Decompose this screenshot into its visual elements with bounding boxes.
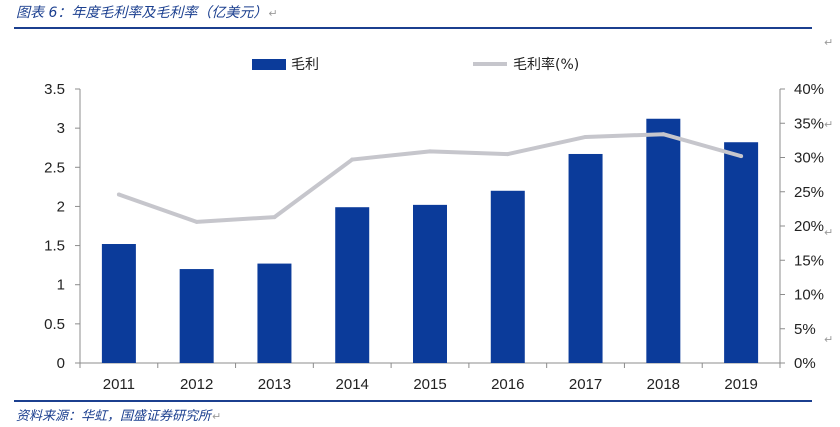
line-point-2012 <box>194 219 199 224</box>
x-tick-label: 2017 <box>569 376 602 393</box>
bar-2011 <box>101 244 136 363</box>
y-tick-label-left: 2.5 <box>44 159 65 176</box>
tick-labels: 0 0.5 1 1.5 2 2.5 3 3.5 0% 5% 10% 15% 20% 25% 30% 35% 40… <box>44 81 824 393</box>
x-tick-label: 2012 <box>180 376 213 393</box>
y-tick-label-right: 40% <box>794 81 824 98</box>
title-rule <box>14 27 812 29</box>
line-point-2018 <box>661 132 666 137</box>
y-tick-label-left: 3.5 <box>44 81 65 98</box>
y-tick-label-left: 1 <box>57 277 65 294</box>
y-tick-label-left: 0 <box>57 355 65 372</box>
paragraph-mark-icon: ↵ <box>824 226 834 239</box>
bar-2019 <box>724 142 759 363</box>
paragraph-mark-icon: ↵ <box>212 410 222 423</box>
line-series <box>116 132 744 224</box>
x-tick-label: 2019 <box>724 376 757 393</box>
source-rule <box>14 400 812 402</box>
line-point-2014 <box>350 157 355 162</box>
figure-source-text: 资料来源：华虹，国盛证券研究所 <box>16 409 212 424</box>
paragraph-mark-icon: ↵ <box>268 7 278 20</box>
y-tick-label-left: 2 <box>57 198 65 215</box>
y-tick-label-right: 5% <box>794 321 816 338</box>
paragraph-mark-icon: ↵ <box>824 36 834 49</box>
x-tick-label: 2016 <box>491 376 524 393</box>
x-tick-label: 2011 <box>103 376 135 393</box>
chart-legend: 毛利 毛利率(%) <box>252 56 579 73</box>
line-point-2013 <box>272 215 277 220</box>
figure-source: 资料来源：华虹，国盛证券研究所↵ <box>16 405 221 424</box>
bar-series <box>101 118 759 364</box>
bar-2014 <box>335 207 370 363</box>
line-point-2011 <box>116 192 121 197</box>
figure-title: 图表 6：年度毛利率及毛利率（亿美元）↵ <box>16 2 278 22</box>
line-point-2016 <box>505 152 510 157</box>
legend-label-line: 毛利率(%) <box>513 56 579 73</box>
x-tick-label: 2018 <box>647 376 680 393</box>
bar-2017 <box>568 153 603 363</box>
y-tick-label-right: 15% <box>794 252 824 269</box>
bar-2013 <box>257 263 292 363</box>
bar-2016 <box>490 190 525 363</box>
x-tick-label: 2013 <box>258 376 291 393</box>
x-tick-label: 2014 <box>336 376 369 393</box>
y-tick-label-right: 30% <box>794 150 824 167</box>
y-tick-label-right: 0% <box>794 355 816 372</box>
y-tick-label-right: 20% <box>794 218 824 235</box>
bar-2012 <box>179 269 214 363</box>
legend-swatch-bar <box>252 59 286 70</box>
y-tick-label-right: 25% <box>794 184 824 201</box>
legend-label-bar: 毛利 <box>291 57 319 73</box>
y-tick-label-right: 10% <box>794 287 824 304</box>
paragraph-mark-icon: ↵ <box>824 118 834 131</box>
line-point-2015 <box>428 149 432 154</box>
line-point-2017 <box>583 134 588 139</box>
y-tick-label-left: 1.5 <box>44 238 65 255</box>
line-point-2019 <box>739 154 744 159</box>
paragraph-mark-icon: ↵ <box>824 333 834 346</box>
y-tick-label-right: 35% <box>794 115 824 132</box>
y-tick-label-left: 0.5 <box>44 316 65 333</box>
bar-2018 <box>646 118 681 364</box>
bar-2015 <box>413 204 447 363</box>
x-tick-label: 2015 <box>413 376 446 393</box>
combo-chart: 毛利 毛利率(%) 0 0.5 1 1.5 2 2.5 3 3.5 0% 5% 10% 15% 20% 2… <box>44 56 824 393</box>
y-tick-label-left: 3 <box>57 120 65 137</box>
figure-title-text: 图表 6：年度毛利率及毛利率（亿美元） <box>16 5 268 21</box>
